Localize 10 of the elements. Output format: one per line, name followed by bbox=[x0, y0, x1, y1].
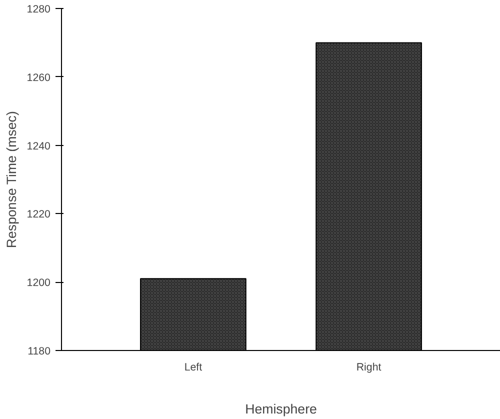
x-tick-label: Right bbox=[356, 362, 382, 374]
y-tick-label: 1240 bbox=[26, 140, 51, 152]
x-tick-label: Left bbox=[184, 362, 202, 374]
y-axis-title: Response Time (msec) bbox=[4, 111, 19, 248]
x-axis-title: Hemisphere bbox=[245, 402, 317, 416]
y-tick-label: 1200 bbox=[26, 277, 51, 290]
y-tick-label: 1180 bbox=[28, 346, 51, 358]
y-tick-label: 1280 bbox=[26, 4, 51, 16]
y-tick-label: 1260 bbox=[26, 72, 51, 84]
y-tick-label: 1220 bbox=[26, 208, 51, 221]
